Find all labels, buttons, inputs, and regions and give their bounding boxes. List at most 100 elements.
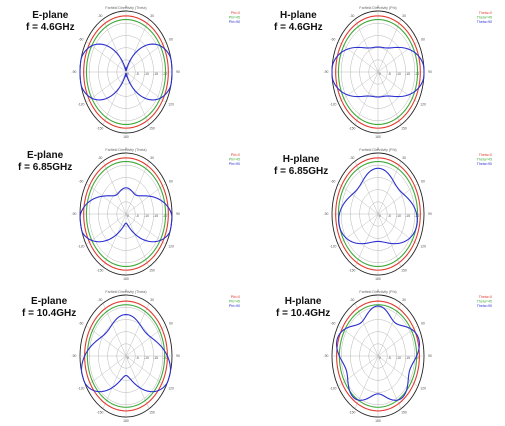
angle-tick-label: 90 bbox=[428, 354, 432, 358]
angle-tick-label: 180 bbox=[123, 135, 129, 139]
grid-spoke bbox=[86, 41, 127, 73]
angle-tick-label: -90 bbox=[72, 354, 77, 358]
angle-tick-label: 0 bbox=[377, 147, 379, 151]
plane-frequency-label: E-plane f = 10.4GHz bbox=[22, 296, 76, 320]
angle-tick-label: 150 bbox=[401, 126, 407, 130]
grid-spoke bbox=[125, 71, 150, 125]
radial-tick-label: -15 bbox=[153, 356, 158, 360]
angle-tick-label: 0 bbox=[125, 289, 127, 293]
polar-plot: Farfield Directivity (Theta)0 -5 -10 -15 -20… bbox=[72, 147, 240, 281]
series-curve-green bbox=[337, 160, 419, 268]
angle-tick-label: -60 bbox=[331, 38, 336, 42]
angle-tick-label: 30 bbox=[402, 156, 406, 160]
series-curve-blue bbox=[79, 43, 173, 101]
polar-plot: Farfield Directivity (Theta)0 -5 -10 -15 -20… bbox=[72, 5, 240, 139]
radial-tick-label: -5 bbox=[388, 356, 391, 360]
series-curve-blue bbox=[338, 167, 418, 245]
legend-entry: Theta=45 bbox=[477, 158, 492, 162]
angle-tick-label: 180 bbox=[123, 419, 129, 423]
radial-tick-label: -10 bbox=[144, 72, 149, 76]
polar-plot: Farfield Directivity (Phi)0 -5 -10 -15 -2003… bbox=[324, 5, 492, 139]
radial-tick-label: -15 bbox=[405, 356, 410, 360]
grid-spoke bbox=[338, 41, 379, 73]
radial-tick-label: -5 bbox=[136, 72, 139, 76]
angle-tick-label: -150 bbox=[349, 410, 356, 414]
grid-spoke bbox=[86, 71, 127, 103]
angle-tick-label: 90 bbox=[176, 354, 180, 358]
polar-plot: Farfield Directivity (Theta)0 -5 -10 -15 -20… bbox=[72, 289, 240, 423]
series-curve-red bbox=[83, 15, 169, 129]
angle-tick-label: -150 bbox=[97, 410, 104, 414]
angle-tick-label: 30 bbox=[402, 298, 406, 302]
plot-title: Farfield Directivity (Phi) bbox=[359, 6, 396, 10]
legend-entry: Phi=45 bbox=[229, 300, 240, 304]
grid-spoke bbox=[125, 303, 150, 357]
series-curve-blue bbox=[335, 305, 421, 401]
grid-spoke bbox=[338, 183, 379, 215]
radial-tick-label: -10 bbox=[144, 214, 149, 218]
legend-entry: Theta=90 bbox=[477, 20, 492, 24]
radial-tick-label: -15 bbox=[153, 72, 158, 76]
radial-tick-label: 0 bbox=[379, 356, 381, 360]
plot-title: Farfield Directivity (Theta) bbox=[105, 290, 146, 294]
grid-spoke bbox=[125, 213, 150, 267]
angle-tick-label: 60 bbox=[169, 38, 173, 42]
plane-name: H-plane bbox=[279, 10, 317, 21]
series-curve-red bbox=[335, 157, 421, 271]
series-curve-red bbox=[335, 15, 421, 129]
plot-title: Farfield Directivity (Theta) bbox=[105, 6, 146, 10]
grid-spoke bbox=[354, 213, 379, 267]
grid-spoke bbox=[125, 19, 150, 73]
grid-spoke bbox=[86, 183, 127, 215]
grid-spoke bbox=[102, 161, 127, 215]
series-curve-red bbox=[336, 300, 420, 412]
series-curve-blue bbox=[79, 187, 173, 243]
radial-tick-label: -5 bbox=[388, 214, 391, 218]
angle-tick-label: -30 bbox=[98, 14, 103, 18]
angle-tick-label: -120 bbox=[78, 387, 85, 391]
grid-spoke bbox=[354, 303, 379, 357]
grid-spoke bbox=[354, 355, 379, 409]
grid-spoke bbox=[86, 213, 127, 245]
angle-tick-label: 150 bbox=[401, 410, 407, 414]
frequency-value: f = 6.85GHz bbox=[274, 166, 329, 177]
radial-tick-label: -10 bbox=[396, 214, 401, 218]
angle-tick-label: 30 bbox=[150, 298, 154, 302]
radial-tick-label: -10 bbox=[396, 356, 401, 360]
radial-tick-label: 0 bbox=[127, 72, 129, 76]
legend-entry: Phi=45 bbox=[229, 158, 240, 162]
angle-tick-label: 0 bbox=[377, 5, 379, 9]
angle-tick-label: 60 bbox=[421, 38, 425, 42]
series-curve-green bbox=[338, 304, 418, 408]
angle-tick-label: 150 bbox=[149, 410, 155, 414]
grid-spoke bbox=[102, 303, 127, 357]
radial-tick-label: -20 bbox=[162, 214, 167, 218]
grid-spoke bbox=[125, 71, 166, 103]
plane-frequency-label: H-plane f = 4.6GHz bbox=[274, 10, 323, 34]
polar-panel: E-plane f = 4.6GHz Farfield Directivity (T… bbox=[0, 0, 252, 142]
grid-spoke bbox=[377, 213, 418, 245]
angle-tick-label: -120 bbox=[330, 387, 337, 391]
frequency-value: f = 6.85GHz bbox=[18, 162, 73, 173]
grid-spoke bbox=[125, 161, 150, 215]
legend-entry: Theta=0 bbox=[479, 295, 492, 299]
grid-spoke bbox=[125, 213, 166, 245]
grid-spoke bbox=[102, 71, 127, 125]
angle-tick-label: -150 bbox=[97, 126, 104, 130]
grid-spoke bbox=[354, 71, 379, 125]
series-curve-red bbox=[84, 300, 168, 412]
angle-tick-label: 150 bbox=[149, 126, 155, 130]
angle-tick-label: -90 bbox=[324, 70, 329, 74]
radial-tick-label: -15 bbox=[405, 72, 410, 76]
angle-tick-label: 180 bbox=[375, 419, 381, 423]
grid-spoke bbox=[102, 355, 127, 409]
legend-entry: Theta=0 bbox=[479, 11, 492, 15]
angle-tick-label: -60 bbox=[331, 180, 336, 184]
series-curve-green bbox=[85, 160, 167, 268]
grid-spoke bbox=[125, 41, 166, 73]
radial-tick-label: -15 bbox=[153, 214, 158, 218]
angle-tick-label: 180 bbox=[375, 277, 381, 281]
angle-tick-label: 90 bbox=[176, 70, 180, 74]
radial-tick-label: -20 bbox=[414, 72, 419, 76]
